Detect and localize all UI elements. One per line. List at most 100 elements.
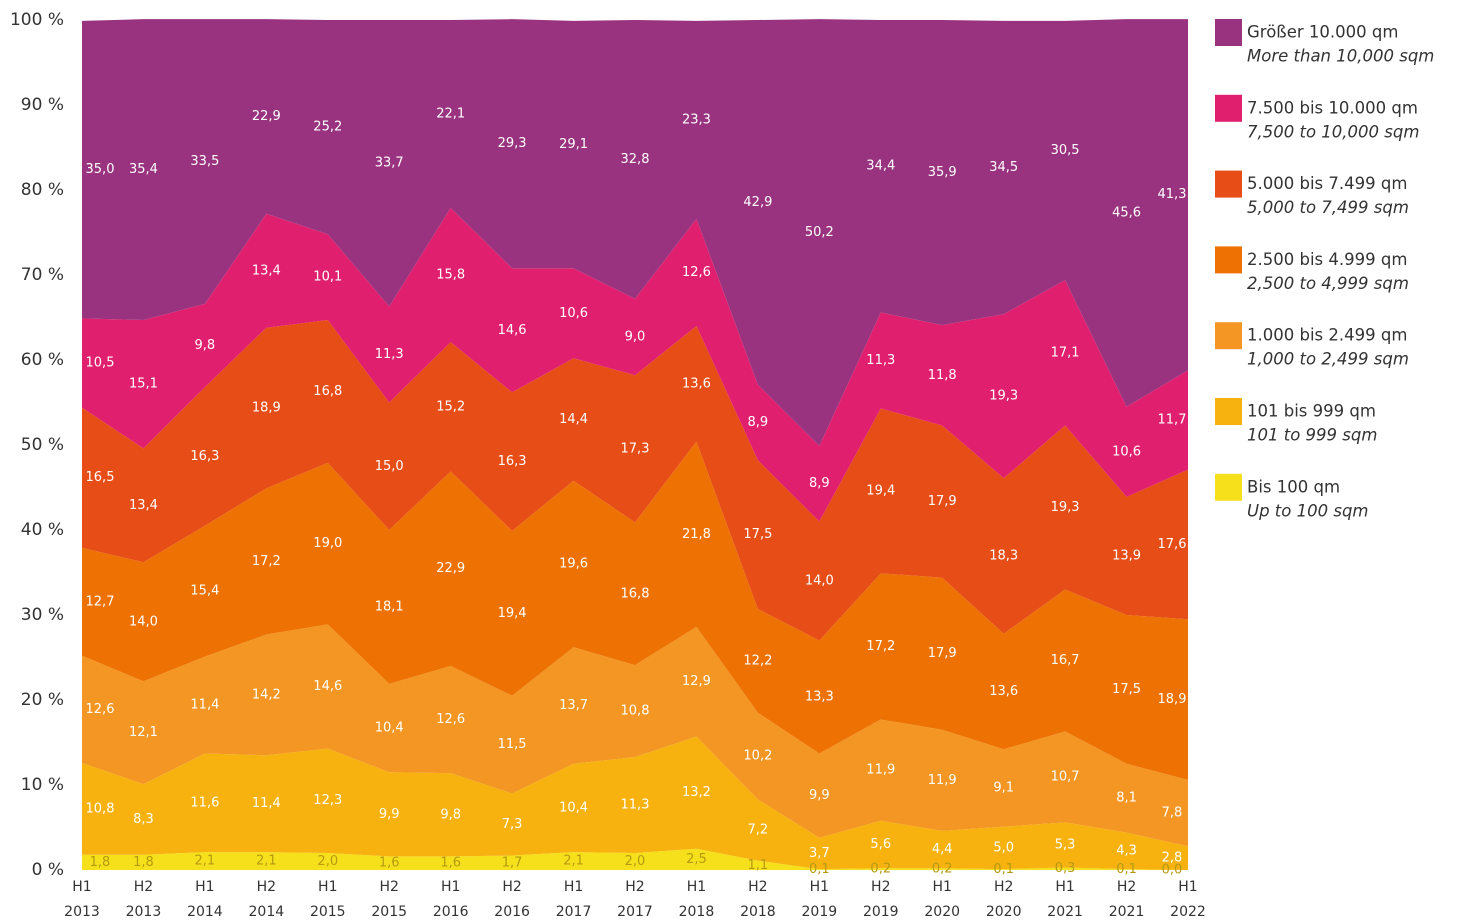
value-label: 2,0 [625,854,646,869]
value-label: 10,8 [86,801,115,816]
value-label: 9,1 [993,780,1014,795]
area [82,207,1188,522]
legend-swatch [1215,322,1242,350]
x-tick-label: H2 [1117,879,1136,895]
value-label: 11,4 [252,796,281,811]
value-label: 9,0 [625,330,646,345]
value-label: 14,6 [313,679,342,694]
legend-label-en: 7,500 to 10,000 sqm [1247,122,1419,141]
x-tick-label: 2019 [802,904,838,920]
value-label: 13,6 [989,684,1018,699]
value-label: 10,1 [313,270,342,285]
value-label: 14,6 [498,323,527,338]
x-tick-label: H1 [1178,879,1197,895]
legend-label: 101 bis 999 qm [1247,402,1376,421]
value-label: 1,1 [748,858,769,873]
value-label: 9,8 [195,338,216,353]
value-label: 0,1 [1116,862,1137,877]
value-label: 2,0 [317,854,338,869]
value-label: 16,7 [1051,653,1080,668]
value-label: 11,9 [928,773,957,788]
value-label: 5,3 [1055,837,1076,852]
value-label: 8,1 [1116,791,1137,806]
x-tick-label: H1 [564,879,583,895]
x-tick-label: H1 [195,879,214,895]
value-label: 41,3 [1158,187,1187,202]
value-label: 13,9 [1112,548,1141,563]
value-label: 25,2 [313,120,342,135]
value-label: 15,1 [129,377,158,392]
y-tick-label: 90 % [21,95,64,115]
value-label: 17,9 [928,494,957,509]
value-label: 19,0 [313,536,342,551]
x-tick-label: H2 [502,879,521,895]
value-label: 10,5 [86,355,115,370]
value-label: 13,2 [682,785,711,800]
value-label: 2,1 [563,854,584,869]
value-label: 4,4 [932,842,953,857]
value-label: 10,6 [559,306,588,321]
x-tick-label: 2022 [1170,904,1206,920]
value-label: 5,0 [993,840,1014,855]
value-label: 1,8 [133,855,154,870]
area [82,320,1188,641]
value-label: 1,6 [379,856,400,871]
value-label: 16,5 [86,470,115,485]
x-tick-label: H1 [687,879,706,895]
value-label: 34,5 [989,160,1018,175]
legend-swatch [1215,473,1242,501]
value-label: 18,3 [989,548,1018,563]
value-label: 15,2 [436,399,465,414]
x-tick-label: H1 [72,879,91,895]
value-label: 3,7 [809,846,830,861]
legend-label: 2.500 bis 4.999 qm [1247,250,1407,269]
area [82,19,1188,446]
legend-swatch [1215,398,1242,425]
value-label: 33,7 [375,156,404,171]
value-label: 9,8 [440,807,461,822]
value-label: 16,8 [313,384,342,399]
value-label: 10,4 [559,800,588,815]
value-label: 29,1 [559,137,588,152]
value-label: 22,1 [436,106,465,121]
value-label: 12,7 [86,594,115,609]
area [82,736,1188,870]
legend-label-en: 101 to 999 sqm [1247,426,1377,445]
value-label: 22,9 [252,109,281,124]
x-tick-label: H2 [257,879,276,895]
value-label: 19,4 [866,483,895,498]
value-label: 7,8 [1162,806,1183,821]
value-label: 18,9 [252,401,281,416]
value-label: 10,4 [375,721,404,736]
value-label: 10,2 [743,749,772,764]
value-label: 11,8 [928,368,957,383]
legend-label: Bis 100 qm [1247,477,1340,496]
x-tick-label: 2016 [433,904,469,920]
value-label: 12,1 [129,725,158,740]
x-tick-label: H1 [441,879,460,895]
y-tick-label: 80 % [21,180,64,200]
value-label: 13,7 [559,698,588,713]
value-label: 35,0 [86,162,115,177]
value-label: 0,2 [932,862,953,877]
y-tick-label: 70 % [21,265,64,285]
value-label: 22,9 [436,561,465,576]
legend-label-en: 5,000 to 7,499 sqm [1247,198,1409,217]
value-label: 12,3 [313,793,342,808]
value-label: 13,4 [129,498,158,513]
value-label: 13,6 [682,376,711,391]
x-tick-label: 2015 [371,904,407,920]
value-label: 15,4 [190,584,219,599]
value-label: 8,9 [748,415,769,430]
value-label: 5,6 [870,837,891,852]
value-label: 21,8 [682,527,711,542]
value-label: 7,3 [502,817,523,832]
legend-swatch [1215,94,1242,122]
value-label: 17,1 [1051,345,1080,360]
value-label: 8,9 [809,476,830,491]
x-tick-label: 2021 [1047,904,1083,920]
x-tick-label: H2 [134,879,153,895]
value-label: 11,4 [190,698,219,713]
x-tick-label: H2 [748,879,767,895]
